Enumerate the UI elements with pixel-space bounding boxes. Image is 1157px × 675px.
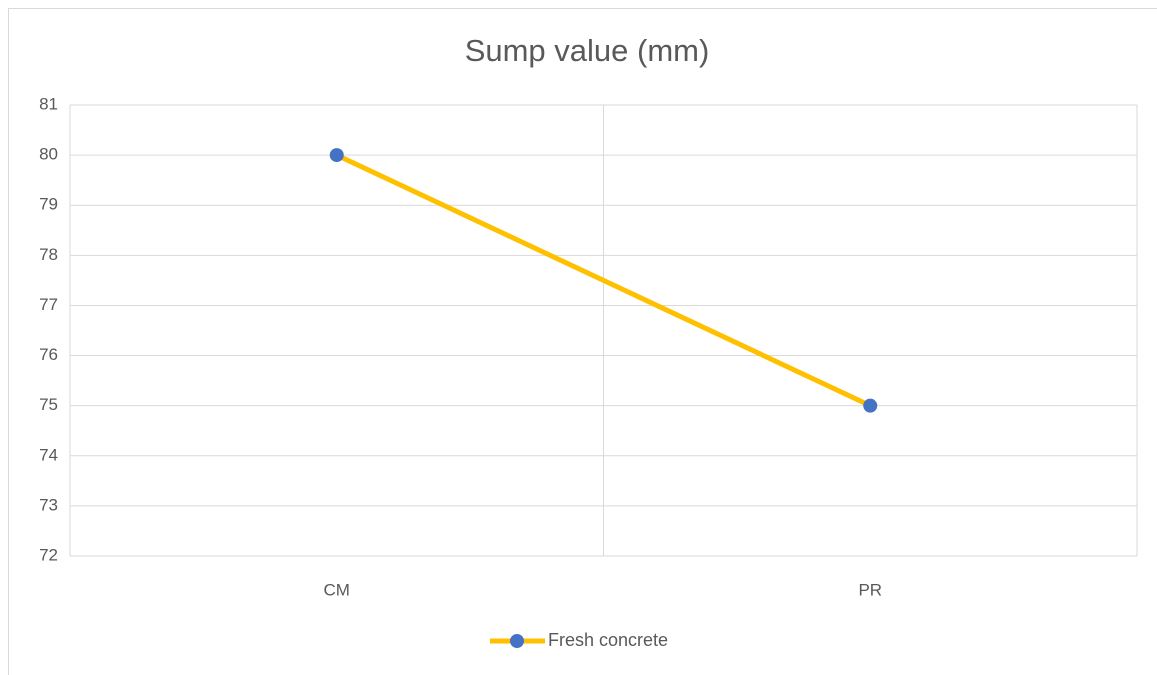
chart-border — [8, 8, 1157, 675]
y-tick-label: 79 — [39, 195, 58, 214]
y-tick-label: 73 — [39, 495, 58, 514]
y-tick-label: 81 — [39, 94, 58, 113]
y-tick-label: 78 — [39, 245, 58, 264]
x-tick-label: PR — [858, 580, 882, 599]
y-tick-label: 75 — [39, 395, 58, 414]
y-tick-label: 72 — [39, 545, 58, 564]
data-point — [863, 398, 878, 413]
chart-title: Sump value (mm) — [465, 33, 710, 68]
y-tick-label: 76 — [39, 345, 58, 364]
x-tick-label: CM — [324, 580, 350, 599]
y-tick-label: 80 — [39, 145, 58, 164]
y-tick-label: 74 — [39, 445, 58, 464]
series-line — [335, 152, 872, 408]
y-tick-label: 77 — [39, 295, 58, 314]
data-point — [329, 148, 344, 163]
legend-label: Fresh concrete — [548, 630, 668, 650]
legend-marker — [510, 634, 524, 648]
